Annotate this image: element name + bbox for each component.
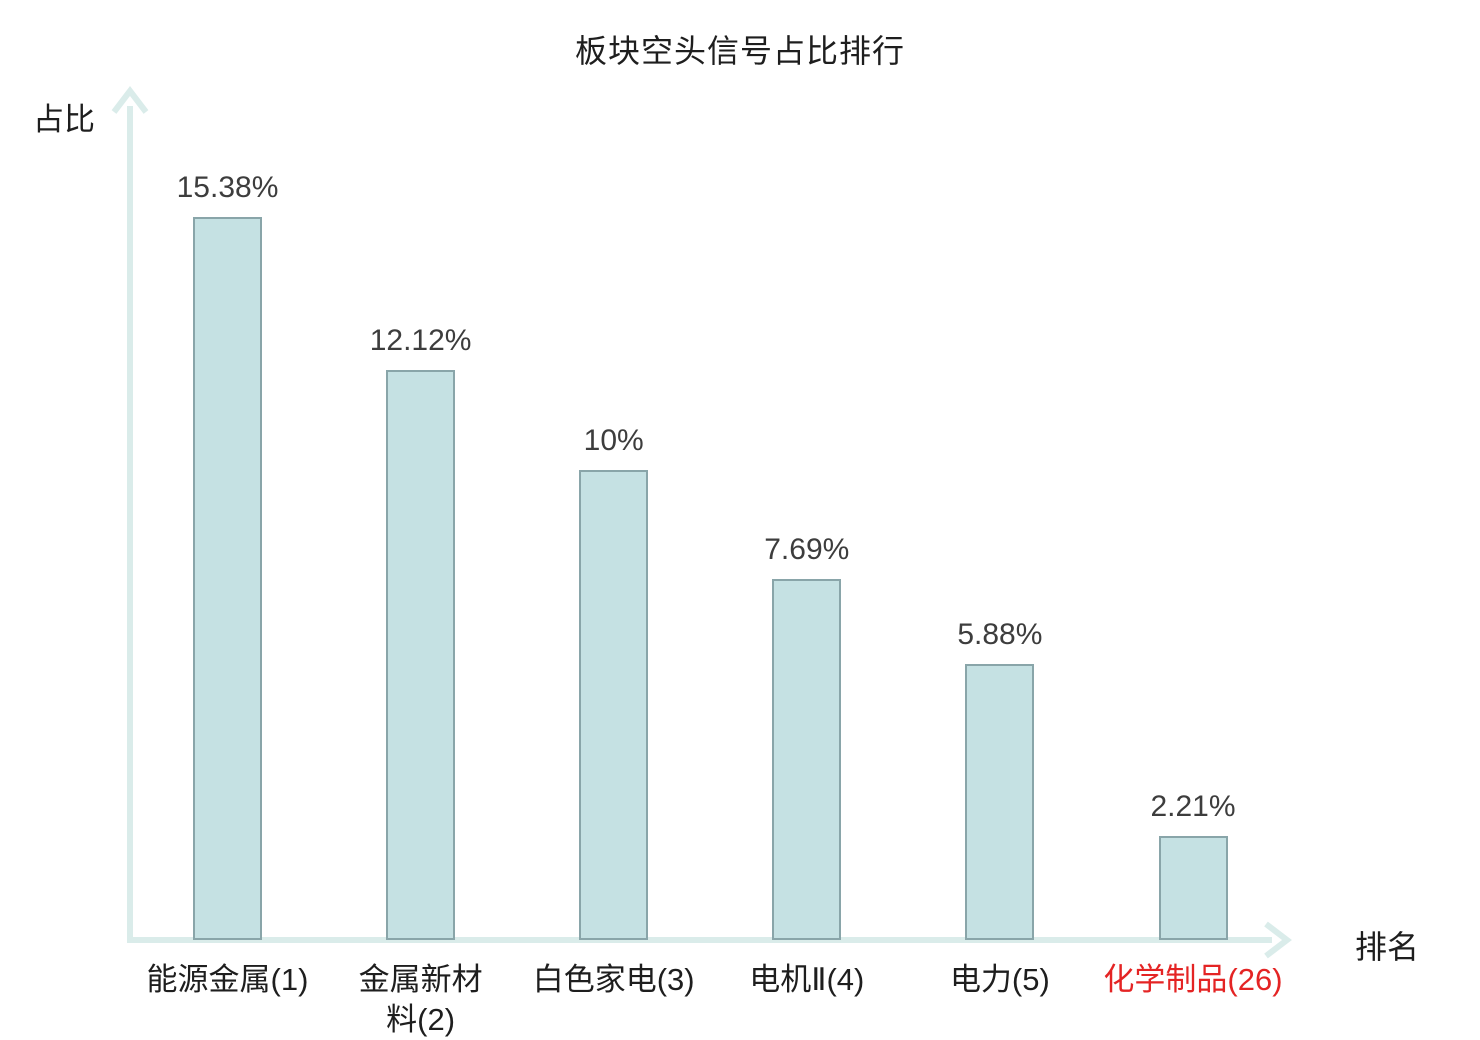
bar-value-label: 7.69% [764, 532, 850, 566]
bar-value-label: 2.21% [1150, 790, 1236, 824]
bar-value-label: 10% [583, 424, 644, 457]
chart-title: 板块空头信号占比排行 [574, 33, 905, 69]
bar [579, 470, 649, 940]
category-label: 金属新材 料(2) [358, 962, 483, 1037]
bar [772, 578, 842, 940]
bar [386, 370, 456, 940]
bar-value-label: 12.12% [369, 324, 472, 358]
bar [965, 663, 1035, 940]
y-axis-label: 占比 [33, 102, 95, 137]
bar [193, 217, 262, 940]
y-axis-arrow-icon [111, 86, 149, 114]
bar [1158, 836, 1228, 940]
bar-value-label: 15.38% [176, 171, 279, 205]
category-label: 能源金属(1) [146, 962, 309, 997]
category-label: 白色家电(3) [532, 962, 695, 997]
category-label: 电机Ⅱ(4) [749, 962, 865, 997]
x-axis-arrow-icon [1264, 921, 1292, 959]
category-label: 电力(5) [949, 962, 1050, 997]
x-axis-label: 排名 [1355, 929, 1420, 965]
category-label: 化学制品(26) [1103, 962, 1283, 997]
bar-value-label: 5.88% [957, 617, 1043, 651]
